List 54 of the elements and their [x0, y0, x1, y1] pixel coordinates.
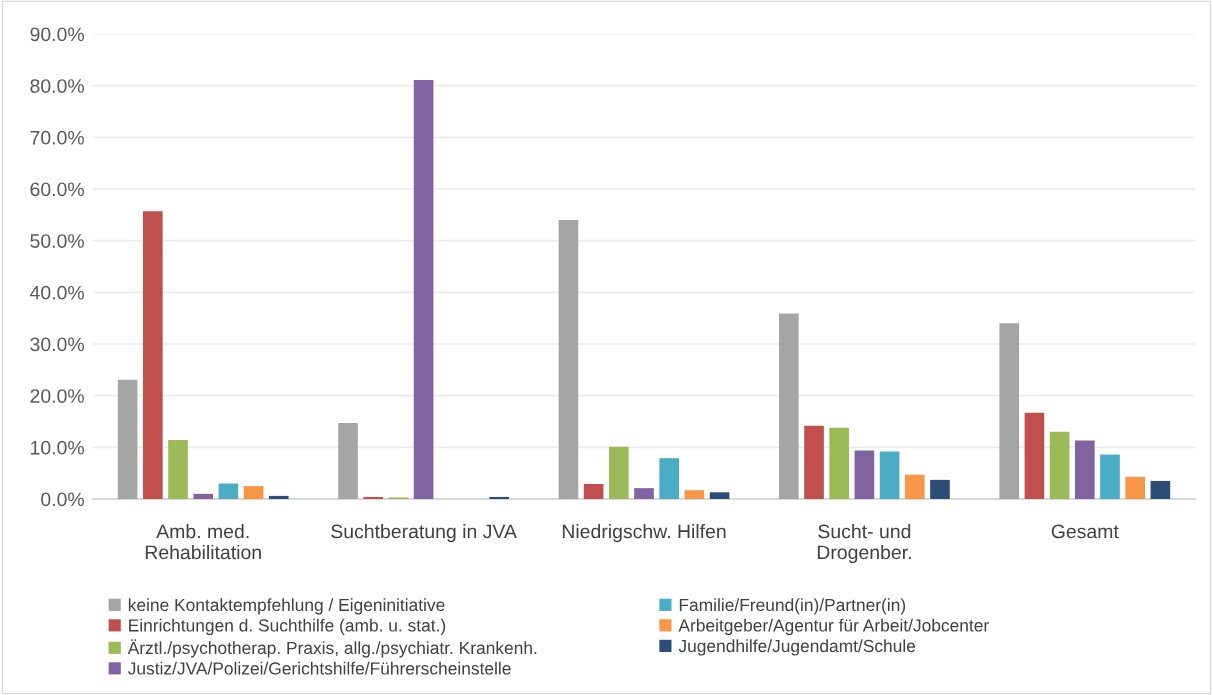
bar — [413, 79, 434, 499]
bar — [338, 423, 358, 499]
y-tick-label: 10.0% — [31, 440, 84, 455]
bar — [779, 313, 799, 499]
y-tick-label: 20.0% — [30, 389, 84, 403]
bar — [829, 427, 850, 499]
bar — [117, 379, 138, 499]
bar — [1125, 476, 1145, 499]
bar — [489, 496, 509, 499]
legend-label: Einrichtungen d. Suchthilfe (amb. u. stat.) — [129, 618, 446, 636]
x-tick-label: Amb. med. Rehabilitation — [145, 524, 261, 560]
bar — [804, 425, 824, 499]
bar — [243, 486, 264, 499]
legend-label: Familie/Freund(in)/Partner(in) — [679, 598, 906, 615]
bar — [193, 493, 214, 499]
bar — [1024, 412, 1045, 499]
x-tick-label: Sucht- und Drogenber. — [817, 524, 911, 564]
bar — [1100, 454, 1120, 499]
x-tick-label: Gesamt — [1051, 524, 1119, 539]
bar — [583, 484, 604, 499]
legend-label: Ärztl./psychotherap. Praxis, allg./psychiatr. Krankenh. — [127, 639, 537, 658]
bar — [904, 474, 925, 499]
legend-label: keine Kontaktempfehlung / Eigeninitiative — [128, 598, 445, 615]
bar — [268, 495, 289, 499]
y-tick-label: 70.0% — [30, 130, 84, 145]
bar — [854, 450, 875, 499]
bar — [1049, 431, 1070, 499]
bar — [709, 492, 730, 499]
bar — [1074, 440, 1095, 499]
bar — [879, 451, 900, 499]
x-tick-label: Suchtberatung in JVA — [331, 524, 517, 543]
bar — [659, 458, 680, 499]
legend-label: Justiz/JVA/Polizei/Gerichtshilfe/Führerscheinstelle — [127, 661, 511, 675]
bar — [930, 479, 950, 499]
legend-label: Jugendhilfe/Jugendamt/Schule — [678, 639, 916, 656]
y-tick-label: 90.0% — [30, 27, 84, 42]
legend-label: Arbeitgeber/Agentur für Arbeit/Jobcenter — [678, 618, 989, 636]
y-tick-label: 50.0% — [30, 234, 84, 248]
bar — [558, 220, 579, 499]
bar — [218, 483, 239, 499]
y-tick-label: 0.0% — [41, 492, 84, 507]
y-tick-label: 80.0% — [30, 79, 84, 93]
y-tick-label: 40.0% — [29, 285, 84, 300]
bar — [1150, 480, 1171, 499]
y-tick-label: 60.0% — [30, 182, 84, 197]
bar — [168, 440, 188, 499]
bar — [363, 496, 384, 499]
bar — [684, 490, 705, 499]
bar — [143, 211, 163, 499]
x-tick-label: Niedrigschw. Hilfen — [562, 524, 726, 543]
y-tick-label: 30.0% — [30, 337, 84, 352]
bar — [634, 488, 654, 499]
bar — [608, 446, 629, 499]
bar — [999, 323, 1020, 499]
